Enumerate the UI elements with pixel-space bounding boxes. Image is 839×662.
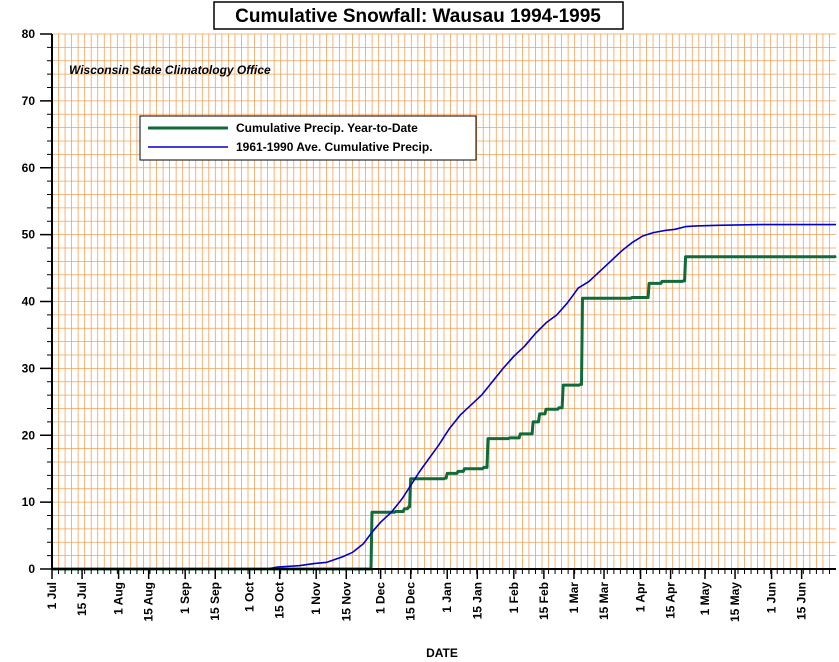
chart-title: Cumulative Snowfall: Wausau 1994-1995 (235, 6, 601, 27)
x-tick-label: 15 Feb (537, 582, 551, 620)
x-tick-label: 1 Nov (309, 582, 323, 615)
x-tick-label: 15 May (728, 582, 742, 622)
x-tick-label: 1 Jul (45, 582, 59, 609)
x-tick-label: 15 Apr (664, 582, 678, 619)
x-tick-label: 1 Mar (567, 582, 581, 614)
y-tick-label: 40 (22, 295, 36, 309)
x-tick-label: 15 Mar (597, 582, 611, 620)
legend-label-actual: Cumulative Precip. Year-to-Date (236, 121, 418, 135)
source-annotation: Wisconsin State Climatology Office (69, 63, 271, 77)
x-axis-label: DATE (426, 646, 458, 660)
grid-layer (51, 33, 836, 570)
y-tick-label: 10 (22, 495, 36, 509)
series-layer (52, 223, 837, 571)
y-tick-label: 30 (22, 361, 36, 375)
x-tick-label: 1 Aug (112, 582, 126, 615)
axes-layer (40, 33, 836, 579)
y-tick-label: 20 (22, 428, 36, 442)
x-tick-label: 1 Apr (634, 582, 648, 613)
x-tick-label: 1 Sep (178, 582, 192, 614)
x-tick-label: 15 Sep (208, 582, 222, 621)
x-tick-label: 1 Feb (507, 582, 521, 613)
x-tick-label: 1 May (698, 582, 712, 616)
x-tick-label: 15 Jan (470, 582, 484, 619)
x-tick-label: 1 Oct (243, 582, 257, 612)
label-layer: 0 10 20 30 40 50 60 70 80 1 Jul 15 Jul 1 Aug 15 Aug 1… (22, 27, 809, 622)
x-tick-label: 15 Jul (75, 582, 89, 616)
y-tick-label: 60 (22, 161, 36, 175)
y-tick-label: 70 (22, 94, 36, 108)
legend-label-average: 1961-1990 Ave. Cumulative Precip. (236, 140, 433, 154)
y-tick-label: 0 (28, 562, 35, 576)
x-tick-label: 15 Dec (404, 582, 418, 621)
series-line-actual (52, 254, 837, 571)
x-tick-label: 1 Jun (765, 582, 779, 613)
x-tick-label: 1 Jan (440, 582, 454, 613)
x-tick-label: 15 Nov (339, 582, 353, 622)
x-tick-label: 1 Dec (374, 582, 388, 614)
legend: Cumulative Precip. Year-to-Date 1961-199… (139, 115, 477, 161)
y-tick-label: 80 (22, 27, 36, 41)
x-tick-label: 15 Oct (273, 582, 287, 619)
y-tick-label: 50 (22, 228, 36, 242)
x-tick-label: 15 Jun (795, 582, 809, 620)
x-tick-label: 15 Aug (142, 582, 156, 622)
series-line-average (52, 223, 836, 570)
legend-box (139, 115, 477, 161)
title-box (213, 1, 624, 30)
